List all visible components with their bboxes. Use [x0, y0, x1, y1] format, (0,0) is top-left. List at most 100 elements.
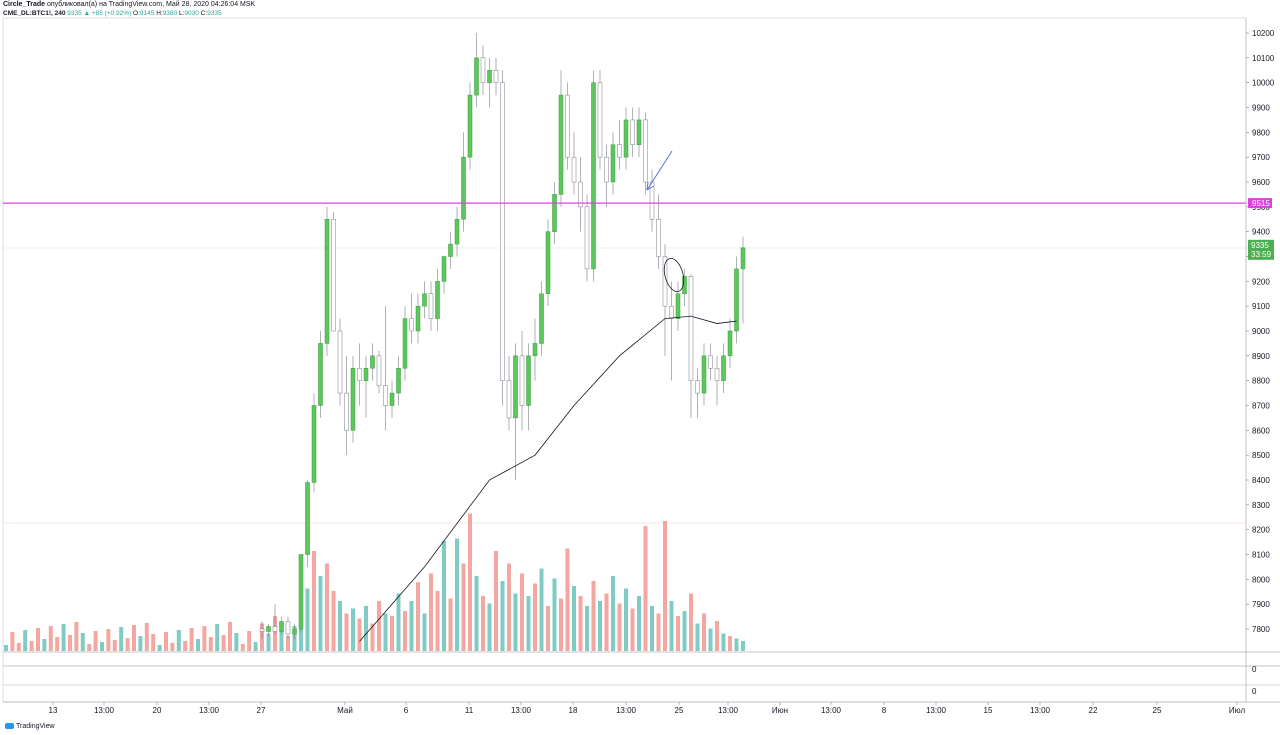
- volume-bar: [487, 603, 492, 651]
- volume-bar: [364, 606, 368, 651]
- candle-body: [701, 355, 707, 394]
- volume-bar: [377, 601, 381, 651]
- lower-pane-tick-label: 0: [1252, 665, 1257, 674]
- volume-bar: [624, 588, 628, 651]
- volume-bar: [144, 623, 149, 651]
- time-tick-label: 20: [153, 706, 162, 715]
- open-label: O:: [133, 10, 140, 17]
- price-tick-label: 10100: [1252, 54, 1275, 63]
- candle-body: [513, 355, 518, 419]
- price-tick-label: 10200: [1252, 29, 1275, 38]
- price-tick-label: 9100: [1252, 302, 1270, 311]
- candle-body: [714, 368, 720, 381]
- level-price-tag: [1248, 198, 1272, 209]
- candle-body: [344, 392, 349, 431]
- volume-bar: [383, 613, 388, 651]
- volume-bar: [663, 521, 667, 651]
- moving-average-line: [359, 315, 737, 642]
- candle-body: [363, 368, 369, 381]
- volume-bar: [164, 632, 168, 651]
- volume-bar: [500, 581, 505, 651]
- time-tick-label: Июл: [1229, 706, 1246, 715]
- price-tick-label: 8100: [1252, 551, 1270, 560]
- candle-body: [272, 626, 278, 632]
- volume-bar: [715, 621, 719, 651]
- published-text: опубликовал(а) на TradingView.com, Май 2…: [46, 1, 256, 8]
- volume-bar: [16, 643, 21, 651]
- volume-bar: [643, 526, 648, 651]
- time-tick-label: 13:00: [926, 706, 947, 715]
- time-tick-label: Июн: [772, 706, 788, 715]
- last-value: 9335: [67, 10, 82, 17]
- volume-bar: [4, 645, 8, 651]
- candle-body: [474, 57, 479, 96]
- time-tick-label: 13:00: [511, 706, 532, 715]
- volume-bar: [448, 598, 453, 651]
- volume-bar: [331, 591, 336, 651]
- logo-text: TradingView: [16, 723, 55, 730]
- annotation-circle: [663, 258, 685, 292]
- volume-bar: [474, 576, 479, 651]
- volume-bar: [442, 541, 446, 651]
- time-tick-label: 13:00: [821, 706, 842, 715]
- volume-bar: [312, 551, 316, 651]
- volume-bar: [409, 601, 414, 651]
- volume-bar: [734, 638, 739, 651]
- volume-bar: [157, 645, 162, 651]
- volume-bar: [572, 586, 576, 651]
- volume-bar: [55, 637, 60, 651]
- candle-body: [448, 243, 453, 257]
- volume-bar: [396, 593, 401, 651]
- publish-header: Circle_Trade опубликовал(а) на TradingVi…: [3, 1, 255, 8]
- candle-body: [298, 554, 304, 630]
- price-tick-label: 8500: [1252, 451, 1270, 460]
- low-label: L:: [178, 10, 185, 17]
- volume-bar: [637, 596, 641, 651]
- volume-bar: [234, 633, 239, 651]
- candle-body: [565, 94, 570, 158]
- candle-body: [708, 355, 713, 369]
- volume-bar: [61, 624, 66, 651]
- price-tick-label: 8900: [1252, 352, 1270, 361]
- volume-bar: [520, 573, 524, 651]
- candle-body: [350, 368, 356, 431]
- candle-body: [480, 57, 486, 83]
- volume-bar: [208, 637, 213, 651]
- low-value: 9030: [184, 10, 199, 17]
- candle-body: [623, 119, 629, 158]
- volume-bar: [68, 635, 72, 651]
- volume-bar: [682, 611, 687, 651]
- candle-body: [539, 293, 544, 344]
- volume-bars: [4, 513, 745, 651]
- volume-bar: [266, 633, 271, 651]
- time-tick-label: 6: [404, 706, 409, 715]
- candle-body: [519, 355, 525, 406]
- candle-body: [500, 82, 505, 381]
- candle-body: [279, 621, 284, 632]
- volume-bar: [721, 633, 726, 651]
- candle-body: [467, 94, 473, 158]
- volume-bar: [676, 616, 680, 651]
- author-name: Circle_Trade: [3, 1, 46, 8]
- volume-bar: [247, 631, 252, 651]
- volume-bar: [422, 613, 427, 651]
- volume-bar: [10, 632, 15, 651]
- volume-bar: [80, 633, 85, 651]
- tradingview-logo-icon: [5, 723, 14, 730]
- candle-body: [584, 206, 590, 270]
- close-value: 9335: [207, 10, 222, 17]
- price-tick-label: 8300: [1252, 501, 1270, 510]
- volume-bar: [461, 563, 466, 651]
- candle-body: [396, 368, 401, 394]
- volume-bar: [196, 639, 200, 651]
- price-tick-label: 7900: [1252, 600, 1270, 609]
- candle-body: [591, 82, 596, 270]
- candle-body: [441, 256, 447, 282]
- volume-bar: [481, 596, 485, 651]
- volume-bar: [390, 616, 394, 651]
- time-tick-label: 15: [984, 706, 993, 715]
- candle-body: [552, 194, 557, 232]
- volume-bar: [604, 593, 609, 651]
- volume-bar: [552, 578, 557, 651]
